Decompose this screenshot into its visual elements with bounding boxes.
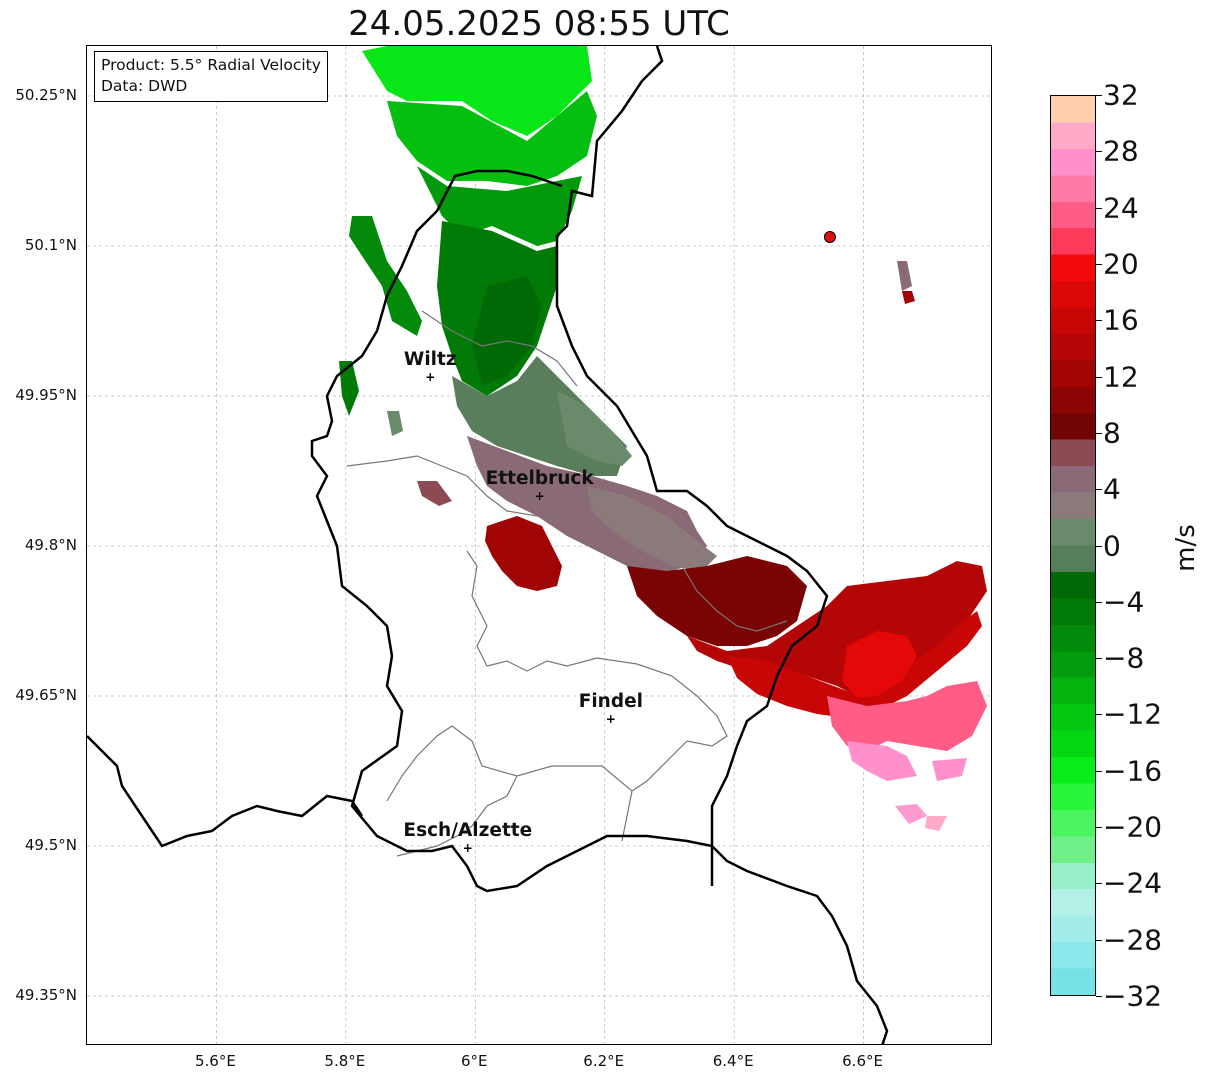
- colorbar-tick-mark: [1096, 714, 1102, 716]
- echo-pink: [827, 681, 987, 751]
- city-label: Findel: [578, 691, 643, 712]
- lat-tick-label: 49.95°N: [15, 386, 77, 404]
- colorbar: [1050, 95, 1096, 996]
- echo-left-small: [339, 361, 359, 416]
- colorbar-tick-label: 4: [1103, 472, 1121, 506]
- lat-tick-label: 49.65°N: [15, 686, 77, 704]
- colorbar-tick-label: −12: [1103, 697, 1163, 731]
- echo-darkest-green: [472, 276, 542, 386]
- product-info-box: Product: 5.5° Radial Velocity Data: DWD: [94, 51, 328, 102]
- echo-mauve-b: [587, 486, 717, 571]
- echo-dark-red: [627, 556, 807, 646]
- colorbar-tick-label: −4: [1103, 585, 1145, 619]
- canton-boundaries: [346, 310, 788, 857]
- radar-echoes: [339, 46, 987, 831]
- lon-tick-label: 5.8°E: [324, 1052, 366, 1070]
- lon-tick-label: 6.6°E: [842, 1052, 883, 1070]
- colorbar-tick-mark: [1096, 207, 1102, 209]
- colorbar-tick-label: 20: [1103, 247, 1139, 281]
- lon-tick-label: 5.6°E: [195, 1052, 236, 1070]
- colorbar-tick-mark: [1096, 770, 1102, 772]
- colorbar-tick-mark: [1096, 263, 1102, 265]
- lat-tick-label: 50.1°N: [24, 236, 77, 254]
- colorbar-tick-mark: [1096, 939, 1102, 941]
- city-marker: +: [534, 489, 545, 503]
- lon-tick-label: 6°E: [461, 1052, 488, 1070]
- radar-map[interactable]: [86, 45, 992, 1045]
- lon-tick-label: 6.2°E: [583, 1052, 625, 1070]
- colorbar-tick-mark: [1096, 996, 1102, 997]
- echo-pink-far: [895, 804, 927, 824]
- echo-small-grey: [387, 411, 403, 436]
- colorbar-tick-label: 0: [1103, 529, 1121, 562]
- colorbar-tick-mark: [1096, 545, 1102, 547]
- city-label: Wiltz: [403, 349, 457, 370]
- echo-grey-green-b: [557, 391, 632, 466]
- colorbar-tick-label: −24: [1103, 866, 1163, 900]
- colorbar-tick-label: −16: [1103, 754, 1163, 788]
- colorbar-tick-label: 24: [1103, 191, 1139, 225]
- data-source-label: Data: DWD: [101, 77, 188, 95]
- echo-bright-red: [842, 631, 917, 698]
- echo-dot-b: [902, 291, 915, 304]
- colorbar-tick-mark: [1096, 601, 1102, 603]
- echo-green: [387, 91, 597, 186]
- map-title: 24.05.2025 08:55 UTC: [348, 4, 730, 44]
- echo-dot-a: [897, 261, 912, 291]
- city-marker: +: [605, 712, 616, 726]
- colorbar-tick-mark: [1096, 883, 1102, 885]
- map-canvas: [87, 46, 991, 1044]
- lon-tick-label: 6.4°E: [712, 1052, 754, 1070]
- colorbar-tick-label: −32: [1103, 979, 1163, 1013]
- colorbar-tick-mark: [1096, 376, 1102, 378]
- colorbar-tick-label: 28: [1103, 134, 1139, 168]
- echo-mauve-c: [417, 481, 452, 506]
- colorbar-tick-label: 32: [1103, 78, 1139, 112]
- product-label: Product: 5.5° Radial Velocity: [101, 56, 321, 74]
- echo-pink-far-b: [925, 816, 947, 831]
- colorbar-tick-label: 16: [1103, 303, 1139, 337]
- echo-red-cell: [485, 516, 562, 591]
- lat-tick-label: 50.25°N: [15, 86, 77, 104]
- colorbar-tick-label: −8: [1103, 641, 1145, 675]
- lat-tick-label: 49.35°N: [15, 986, 77, 1004]
- borders: [87, 46, 889, 1044]
- colorbar-tick-mark: [1096, 827, 1102, 829]
- city-marker: +: [425, 370, 436, 384]
- colorbar-tick-label: −20: [1103, 810, 1163, 844]
- colorbar-tick-label: 12: [1103, 360, 1139, 394]
- colorbar-tick-mark: [1096, 151, 1102, 153]
- city-marker: +: [462, 841, 473, 855]
- echo-light-pink: [847, 741, 917, 781]
- city-label: Esch/Alzette: [403, 820, 533, 841]
- lat-tick-label: 49.5°N: [24, 836, 77, 854]
- colorbar-tick-mark: [1096, 95, 1102, 96]
- colorbar-tick-mark: [1096, 432, 1102, 434]
- country-border: [87, 46, 889, 1044]
- city-label: Ettelbruck: [485, 468, 594, 489]
- lat-tick-label: 49.8°N: [24, 536, 77, 554]
- echo-light-green: [362, 46, 592, 136]
- colorbar-tick-mark: [1096, 320, 1102, 322]
- colorbar-tick-mark: [1096, 658, 1102, 660]
- radar-site-marker: [823, 231, 836, 243]
- colorbar-unit-label: m/s: [1171, 524, 1201, 572]
- colorbar-tick-label: −28: [1103, 923, 1163, 957]
- echo-red-band-b: [727, 611, 982, 718]
- colorbar-tick-label: 8: [1103, 416, 1121, 450]
- colorbar-tick-mark: [1096, 489, 1102, 491]
- echo-left-green: [349, 216, 422, 336]
- echo-pink-south: [932, 758, 967, 781]
